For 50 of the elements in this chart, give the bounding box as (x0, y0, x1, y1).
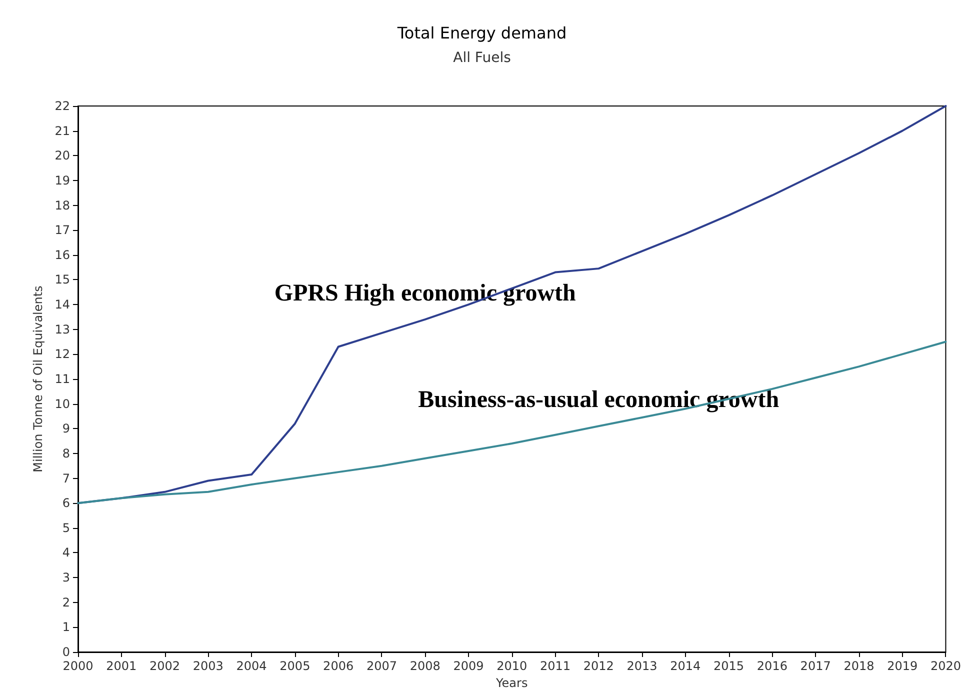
x-tick-label: 2011 (540, 659, 571, 673)
y-tick-label: 20 (54, 148, 70, 163)
y-tick-label: 4 (62, 546, 70, 560)
y-tick-label: 6 (62, 496, 70, 510)
y-tick-label: 7 (62, 471, 70, 486)
x-tick-label: 2018 (844, 659, 874, 673)
x-tick-label: 2013 (626, 659, 658, 673)
y-tick-label: 19 (54, 173, 70, 188)
y-tick-label: 14 (54, 298, 70, 312)
y-tick-label: 18 (54, 198, 70, 212)
y-tick-label: 1 (62, 620, 70, 634)
y-tick-label: 5 (62, 520, 70, 535)
y-axis-title: Million Tonne of Oil Equivalents (30, 286, 45, 472)
x-tick-label: 2006 (323, 659, 354, 673)
x-tick-label: 2014 (670, 659, 701, 673)
y-tick-label: 8 (62, 446, 70, 460)
line-series (77, 340, 947, 504)
x-tick-label: 2015 (714, 659, 744, 673)
x-axis-title: Years (495, 676, 528, 690)
x-tick-label: 2002 (150, 659, 180, 673)
y-tick-label: 16 (54, 248, 70, 262)
x-tick-label: 2017 (800, 659, 831, 673)
x-tick-label: 2004 (236, 659, 267, 673)
x-tick-label: 2012 (583, 659, 614, 673)
series-label: GPRS High economic growth (274, 280, 576, 306)
x-tick-label: 2008 (410, 659, 440, 673)
x-tick-label: 2020 (930, 659, 962, 673)
x-tick-label: 2009 (453, 659, 484, 673)
y-tick-label: 22 (54, 99, 70, 113)
x-tick-label: 2003 (192, 659, 224, 673)
chart-title: Total Energy demand (396, 24, 567, 42)
x-tick-label: 2010 (496, 659, 528, 673)
x-tick-label: 2005 (280, 659, 310, 673)
y-tick-label: 0 (62, 645, 70, 659)
y-tick-label: 17 (54, 223, 70, 238)
y-tick-label: 3 (62, 570, 70, 585)
y-tick-label: 9 (62, 422, 70, 436)
y-tick-label: 15 (54, 272, 70, 287)
x-tick-label: 2007 (366, 659, 397, 673)
x-tick-label: 2001 (106, 659, 137, 673)
y-tick-label: 2 (62, 595, 70, 610)
x-tick-label: 2016 (756, 659, 788, 673)
y-tick-label: 12 (54, 347, 70, 362)
y-tick-label: 11 (54, 372, 70, 386)
chart-subtitle: All Fuels (453, 50, 511, 66)
y-tick-label: 10 (54, 396, 70, 411)
x-tick-label: 2019 (887, 659, 918, 673)
y-tick-label: 21 (54, 124, 70, 138)
x-tick-label: 2000 (62, 659, 94, 673)
y-tick-label: 13 (54, 322, 70, 336)
